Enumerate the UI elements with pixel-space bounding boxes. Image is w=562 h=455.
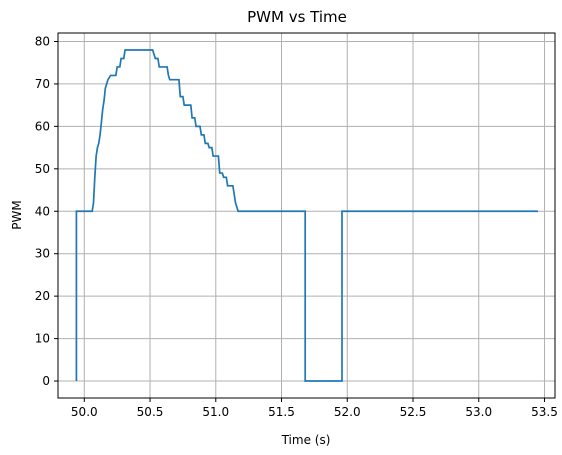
x-tick-label: 50.0 (71, 405, 98, 419)
y-tick: 10 (35, 332, 58, 346)
x-tick: 52.0 (334, 398, 361, 419)
x-tick: 50.5 (137, 398, 164, 419)
y-tick-label: 20 (35, 289, 50, 303)
y-tick: 70 (35, 77, 58, 91)
x-axis: 50.0 50.5 51.0 51.5 52.0 52.5 53.0 53.5 (71, 398, 558, 419)
x-tick: 53.5 (531, 398, 558, 419)
x-tick-label: 51.5 (268, 405, 295, 419)
x-tick-label: 53.5 (531, 405, 558, 419)
y-tick: 20 (35, 289, 58, 303)
y-tick: 0 (42, 374, 58, 388)
grid (58, 33, 555, 398)
y-tick-label: 50 (35, 162, 50, 176)
y-tick: 30 (35, 247, 58, 261)
y-tick-label: 0 (42, 374, 50, 388)
x-tick: 51.5 (268, 398, 295, 419)
x-tick-label: 52.5 (400, 405, 427, 419)
y-tick-label: 60 (35, 119, 50, 133)
y-tick-label: 40 (35, 204, 50, 218)
chart-title: PWM vs Time (247, 8, 347, 26)
y-axis-label: PWM (10, 200, 24, 229)
y-tick: 60 (35, 119, 58, 133)
x-tick: 51.0 (202, 398, 229, 419)
y-tick: 40 (35, 204, 58, 218)
x-tick: 53.0 (465, 398, 492, 419)
y-tick-label: 80 (35, 34, 50, 48)
y-tick-label: 10 (35, 332, 50, 346)
x-tick-label: 50.5 (137, 405, 164, 419)
y-tick: 50 (35, 162, 58, 176)
y-axis: 0 10 20 30 40 50 60 70 80 (35, 34, 58, 388)
y-tick-label: 70 (35, 77, 50, 91)
x-axis-label: Time (s) (281, 433, 331, 447)
y-tick-label: 30 (35, 247, 50, 261)
plot-area-frame (57, 32, 556, 399)
y-tick: 80 (35, 34, 58, 48)
x-tick: 52.5 (400, 398, 427, 419)
x-tick-label: 53.0 (465, 405, 492, 419)
x-tick: 50.0 (71, 398, 98, 419)
x-tick-label: 52.0 (334, 405, 361, 419)
x-tick-label: 51.0 (202, 405, 229, 419)
series-line (75, 49, 538, 382)
